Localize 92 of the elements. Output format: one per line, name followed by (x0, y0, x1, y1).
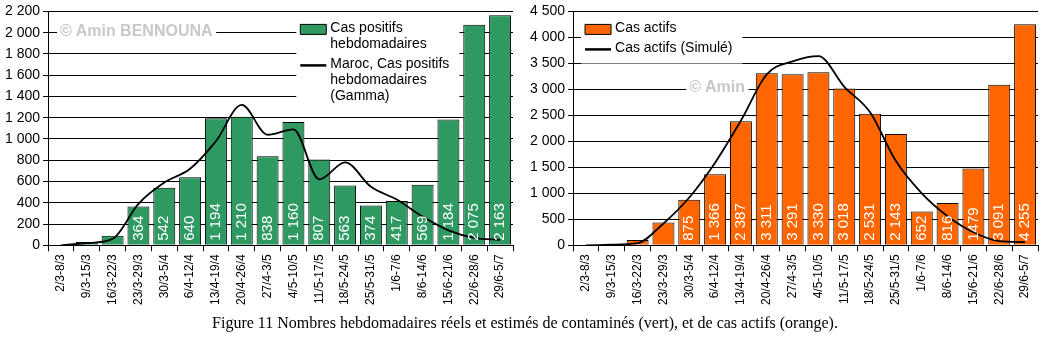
x-tick-label: 15/6-21/6 (440, 253, 455, 306)
data-label: 2 163 (490, 203, 508, 241)
y-tick-label: 600 (16, 172, 41, 189)
data-label: 1 184 (438, 203, 456, 241)
y-tick-label: 4 500 (529, 2, 566, 19)
data-label: 1 366 (705, 203, 723, 241)
data-label: 542 (154, 215, 172, 241)
data-label: 816 (937, 215, 955, 241)
y-tick-label: 0 (557, 236, 566, 253)
y-tick-label: 3 500 (529, 54, 566, 71)
x-tick-label: 1/6-7/6 (914, 253, 929, 292)
y-tick-label: 3 000 (529, 80, 566, 97)
y-tick-label: 200 (16, 214, 41, 231)
x-tick-label: 13/4-19/4 (733, 253, 748, 306)
x-tick-label: 18/5-24/5 (337, 253, 352, 306)
data-label: 1 210 (231, 203, 249, 241)
y-tick-label: 1 000 (529, 184, 566, 201)
x-tick-label: 30/3-5/4 (156, 253, 171, 299)
y-tick-label: 1 000 (4, 129, 41, 146)
data-label: 3 018 (834, 203, 852, 241)
data-label: 569 (412, 215, 430, 241)
x-tick-label: 22/6-28/6 (466, 253, 481, 306)
y-tick-label: 1 200 (4, 108, 41, 125)
data-label: 563 (335, 215, 353, 241)
x-tick-label: 30/3-5/4 (681, 253, 696, 299)
y-tick-label: 4 000 (529, 28, 566, 45)
legend-label: Cas positifs hebdomadaires (330, 19, 427, 52)
x-tick-label: 11/5-17/5 (836, 253, 851, 305)
x-tick-label: 11/5-17/5 (311, 253, 326, 305)
x-tick-label: 20/4-26/4 (234, 253, 249, 306)
x-tick-label: 25/5-31/5 (363, 253, 378, 306)
data-label: 374 (361, 215, 379, 241)
x-tick-label: 29/6-5/7 (492, 253, 507, 299)
data-label: 640 (180, 215, 198, 241)
x-tick-label: 13/4-19/4 (208, 253, 223, 306)
y-tick-label: 2 000 (4, 23, 41, 40)
y-tick-label: 2 500 (529, 106, 566, 123)
y-tick-label: 2 000 (529, 132, 566, 149)
data-label: 875 (679, 215, 697, 241)
data-label: 417 (386, 215, 404, 241)
x-tick-label: 4/5-10/5 (810, 253, 825, 299)
data-label: 2 143 (886, 203, 904, 241)
legend-label: Cas actifs (615, 19, 677, 36)
x-tick-label: 8/6-14/6 (414, 253, 429, 299)
x-tick-label: 29/6-5/7 (1017, 253, 1032, 299)
x-tick-label: 25/5-31/5 (888, 253, 903, 306)
data-label: 3 330 (808, 203, 826, 241)
x-tick-label: 1/6-7/6 (389, 253, 404, 292)
data-label: 2 531 (860, 203, 878, 241)
x-tick-label: 6/4-12/4 (182, 253, 197, 299)
data-label: 1 160 (283, 203, 301, 241)
x-tick-label: 9/3-15/3 (604, 253, 619, 299)
x-tick-label: 6/4-12/4 (707, 253, 722, 299)
y-tick-label: 1 400 (4, 87, 41, 104)
x-tick-label: 18/5-24/5 (862, 253, 877, 306)
data-label: 2 387 (731, 203, 749, 241)
data-label: 1 194 (206, 203, 224, 241)
data-label: 807 (309, 215, 327, 241)
data-label: 1479 (963, 207, 981, 241)
y-tick-label: 1 600 (4, 66, 41, 83)
x-tick-label: 23/3-29/3 (130, 253, 145, 306)
x-tick-label: 2/3-8/3 (578, 253, 593, 292)
data-label: 4 255 (1015, 203, 1033, 241)
x-tick-label: 15/6-21/6 (965, 253, 980, 306)
x-tick-label: 27/4-3/5 (259, 253, 274, 299)
x-tick-label: 8/6-14/6 (939, 253, 954, 299)
y-tick-label: 1 800 (4, 44, 41, 61)
x-tick-label: 16/3-22/3 (629, 253, 644, 306)
legend-label: Maroc, Cas positifs hebdomadaires (Gamma) (330, 55, 450, 104)
data-label: 3 311 (756, 204, 774, 241)
data-label: 3 091 (989, 203, 1007, 241)
x-tick-label: 22/6-28/6 (991, 253, 1006, 306)
y-tick-label: 800 (16, 151, 41, 168)
x-tick-label: 16/3-22/3 (104, 253, 119, 306)
x-tick-label: 20/4-26/4 (759, 253, 774, 306)
x-tick-label: 9/3-15/3 (79, 253, 94, 299)
data-label: 364 (128, 215, 146, 241)
legend-label: Cas actifs (Simulé) (615, 39, 733, 56)
data-label: 3 291 (782, 203, 800, 241)
data-label: 2 075 (464, 203, 482, 241)
y-tick-label: 500 (541, 210, 566, 227)
x-tick-label: 4/5-10/5 (285, 253, 300, 299)
y-tick-label: 1 500 (529, 158, 566, 175)
x-tick-label: 23/3-29/3 (655, 253, 670, 306)
data-label: 838 (257, 215, 275, 241)
y-tick-label: 400 (16, 193, 41, 210)
data-label: 652 (911, 215, 929, 241)
x-tick-label: 27/4-3/5 (784, 253, 799, 299)
y-tick-label: 0 (32, 236, 41, 253)
y-tick-label: 2 200 (4, 2, 41, 19)
x-tick-label: 2/3-8/3 (53, 253, 68, 292)
text: Figure 11 Nombres hebdomadaires réels et estimés de contaminés (vert), et de cas actifs (orange). (211, 314, 839, 332)
